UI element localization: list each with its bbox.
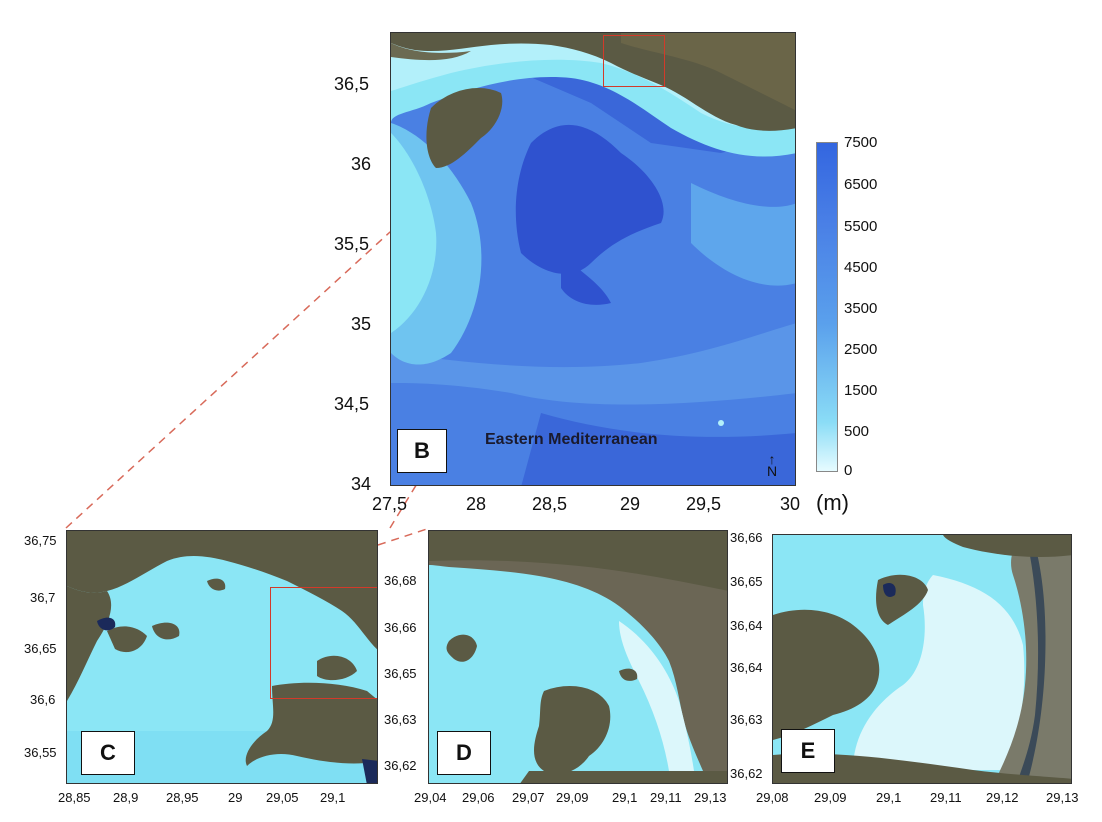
panel-label-e: E	[781, 729, 835, 773]
e-y-tick: 36,64	[730, 618, 763, 633]
colorbar-tick: 4500	[844, 259, 878, 276]
c-x-tick: 28,85	[58, 790, 91, 805]
e-y-tick: 36,62	[730, 766, 763, 781]
map-panel-c: C	[66, 530, 378, 784]
zoom-box-d-in-c	[270, 587, 377, 699]
b-y-tick: 36,5	[334, 74, 370, 94]
d-x-tick: 29,11	[650, 790, 682, 805]
d-x-tick: 29,09	[556, 790, 589, 805]
e-x-tick: 29,08	[756, 790, 789, 805]
c-y-tick: 36,7	[30, 590, 56, 605]
d-x-tick: 29,13	[694, 790, 727, 805]
panel-label-b: B	[397, 429, 447, 473]
zoom-box-c-in-b	[603, 35, 665, 87]
connector-line-b-c-left	[65, 231, 391, 529]
d-y-tick: 36,62	[384, 758, 417, 773]
sea-name-label: Eastern Mediterranean	[485, 431, 658, 448]
colorbar-tick: 1500	[844, 382, 878, 399]
colorbar-tick: 3500	[844, 300, 878, 317]
north-label: N	[766, 463, 778, 479]
e-x-tick: 29,1	[876, 790, 902, 805]
c-x-tick: 29,1	[320, 790, 346, 805]
b-x-tick: 28	[466, 494, 487, 514]
b-x-tick: 28,5	[532, 494, 568, 514]
colorbar-tick: 500	[844, 423, 870, 440]
c-y-tick: 36,55	[24, 745, 57, 760]
e-y-tick: 36,64	[730, 660, 763, 675]
b-x-tick: 30	[780, 494, 801, 514]
d-x-tick: 29,06	[462, 790, 495, 805]
b-y-tick: 34	[351, 474, 372, 494]
panel-label-d: D	[437, 731, 491, 775]
e-x-tick: 29,09	[814, 790, 847, 805]
bathymetry-map-b	[391, 33, 795, 485]
d-x-tick: 29,07	[512, 790, 545, 805]
bathymetry-map-c	[67, 531, 377, 783]
colorbar-tick: 2500	[844, 341, 878, 358]
map-panel-e: E	[772, 534, 1072, 784]
colorbar-unit: (m)	[816, 490, 849, 515]
panel-label-c: C	[81, 731, 135, 775]
b-y-tick: 36	[351, 154, 372, 174]
d-y-tick: 36,66	[384, 620, 417, 635]
connector-line-c-d	[377, 527, 431, 546]
d-y-tick: 36,63	[384, 712, 417, 727]
d-y-tick: 36,65	[384, 666, 417, 681]
colorbar-tick: 6500	[844, 176, 878, 193]
c-x-tick: 29,05	[266, 790, 299, 805]
b-y-tick: 35,5	[334, 234, 370, 254]
colorbar-tick: 7500	[844, 134, 878, 151]
b-y-tick: 34,5	[334, 394, 370, 414]
b-x-tick: 29	[620, 494, 641, 514]
e-y-tick: 36,63	[730, 712, 763, 727]
c-x-tick: 29	[228, 790, 243, 805]
b-x-tick: 27,5	[372, 494, 408, 514]
depth-colorbar	[816, 142, 838, 472]
d-x-tick: 29,04	[414, 790, 447, 805]
colorbar-tick: 0	[844, 462, 853, 479]
e-y-tick: 36,66	[730, 530, 763, 545]
c-x-tick: 28,9	[113, 790, 139, 805]
c-y-tick: 36,6	[30, 692, 56, 707]
north-arrow: ↑ N	[763, 451, 781, 479]
b-x-tick: 29,5	[686, 494, 722, 514]
e-x-tick: 29,12	[986, 790, 1019, 805]
c-y-tick: 36,75	[24, 533, 57, 548]
map-panel-d: D	[428, 530, 728, 784]
e-x-tick: 29,13	[1046, 790, 1079, 805]
b-y-tick: 35	[351, 314, 372, 334]
north-arrow-icon: ↑	[768, 451, 776, 467]
colorbar-tick: 5500	[844, 218, 878, 235]
e-x-tick: 29,11	[930, 790, 962, 805]
d-y-tick: 36,68	[384, 573, 417, 588]
c-y-tick: 36,65	[24, 641, 57, 656]
d-x-tick: 29,1	[612, 790, 638, 805]
map-panel-b: B Eastern Mediterranean ↑ N	[390, 32, 796, 486]
c-x-tick: 28,95	[166, 790, 199, 805]
e-y-tick: 36,65	[730, 574, 763, 589]
